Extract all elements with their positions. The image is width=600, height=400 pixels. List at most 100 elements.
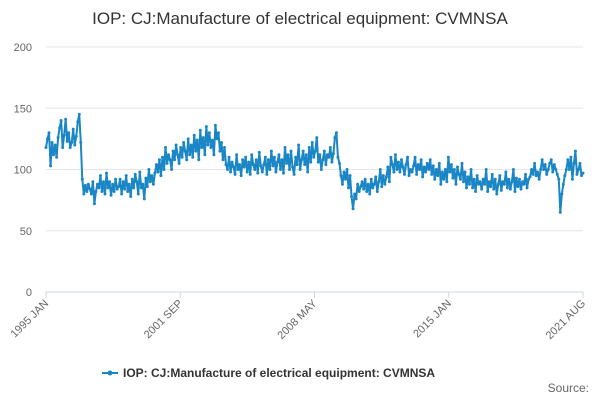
data-point[interactable] [312,155,316,159]
data-point[interactable] [552,163,556,167]
data-point[interactable] [150,174,154,178]
data-point[interactable] [129,194,133,198]
data-point[interactable] [530,168,534,171]
data-point[interactable] [126,190,130,194]
data-point[interactable] [56,136,60,140]
data-point[interactable] [469,168,473,171]
data-point[interactable] [70,141,74,145]
data-point[interactable] [185,158,189,162]
data-point[interactable] [511,168,515,171]
data-point[interactable] [527,177,531,181]
data-point[interactable] [342,170,346,174]
data-point[interactable] [257,150,261,154]
data-point[interactable] [309,160,313,164]
data-point[interactable] [316,160,320,164]
data-point[interactable] [333,136,337,140]
data-point[interactable] [157,158,161,162]
data-point[interactable] [454,182,458,186]
data-point[interactable] [216,131,220,135]
data-point[interactable] [536,170,540,174]
data-point[interactable] [253,168,257,171]
data-point[interactable] [171,149,175,153]
data-point[interactable] [564,168,568,171]
data-point[interactable] [575,172,579,176]
data-point[interactable] [271,164,275,168]
data-point[interactable] [248,172,252,176]
data-point[interactable] [350,194,354,198]
data-point[interactable] [304,153,308,157]
data-point[interactable] [520,180,524,184]
data-point[interactable] [247,160,251,164]
data-point[interactable] [310,141,314,145]
data-point[interactable] [396,160,400,164]
data-point[interactable] [313,149,317,153]
data-point[interactable] [219,141,223,145]
data-point[interactable] [477,182,481,186]
data-point[interactable] [465,186,469,190]
data-point[interactable] [561,182,565,186]
data-point[interactable] [301,149,305,153]
data-point[interactable] [496,182,500,186]
data-point[interactable] [356,182,360,186]
data-point[interactable] [336,155,340,159]
data-point[interactable] [294,155,298,159]
data-point[interactable] [487,180,491,184]
data-point[interactable] [504,170,508,174]
data-point[interactable] [244,155,248,159]
data-point[interactable] [474,190,478,194]
data-point[interactable] [318,153,322,157]
data-point[interactable] [369,177,373,181]
data-point[interactable] [442,177,446,181]
data-point[interactable] [422,165,426,169]
data-point[interactable] [109,193,113,197]
data-point[interactable] [98,174,102,178]
data-point[interactable] [188,153,192,157]
data-point[interactable] [321,158,325,162]
data-point[interactable] [378,168,382,171]
data-point[interactable] [44,145,48,149]
data-point[interactable] [105,171,109,175]
data-point[interactable] [197,158,201,162]
data-point[interactable] [212,153,216,157]
data-point[interactable] [403,172,406,176]
data-point[interactable] [489,185,493,189]
data-point[interactable] [501,180,505,184]
data-point[interactable] [288,168,292,171]
data-point[interactable] [186,137,190,141]
data-point[interactable] [167,153,171,157]
data-point[interactable] [266,158,270,162]
data-point[interactable] [58,126,62,130]
data-point[interactable] [254,158,258,162]
data-point[interactable] [463,170,467,174]
data-point[interactable] [466,175,470,179]
data-point[interactable] [265,172,269,176]
data-point[interactable] [399,158,403,162]
data-point[interactable] [238,163,242,167]
data-point[interactable] [145,185,149,189]
data-point[interactable] [300,158,304,162]
data-point[interactable] [452,168,456,171]
data-point[interactable] [439,182,443,186]
data-point[interactable] [576,168,580,171]
data-point[interactable] [393,153,397,157]
data-point[interactable] [570,177,574,181]
data-point[interactable] [194,149,198,153]
data-point[interactable] [347,186,351,190]
data-point[interactable] [283,145,287,149]
data-point[interactable] [59,119,63,122]
data-point[interactable] [120,192,124,196]
data-point[interactable] [289,149,293,153]
data-point[interactable] [384,175,388,179]
data-point[interactable] [560,192,564,196]
data-point[interactable] [242,165,246,169]
data-point[interactable] [573,149,577,153]
data-point[interactable] [431,164,435,168]
data-point[interactable] [412,164,416,168]
data-point[interactable] [525,186,529,190]
data-point[interactable] [95,182,99,186]
data-point[interactable] [557,177,561,181]
data-point[interactable] [53,143,57,147]
data-point[interactable] [269,149,273,153]
data-point[interactable] [381,174,385,178]
data-point[interactable] [549,158,553,162]
